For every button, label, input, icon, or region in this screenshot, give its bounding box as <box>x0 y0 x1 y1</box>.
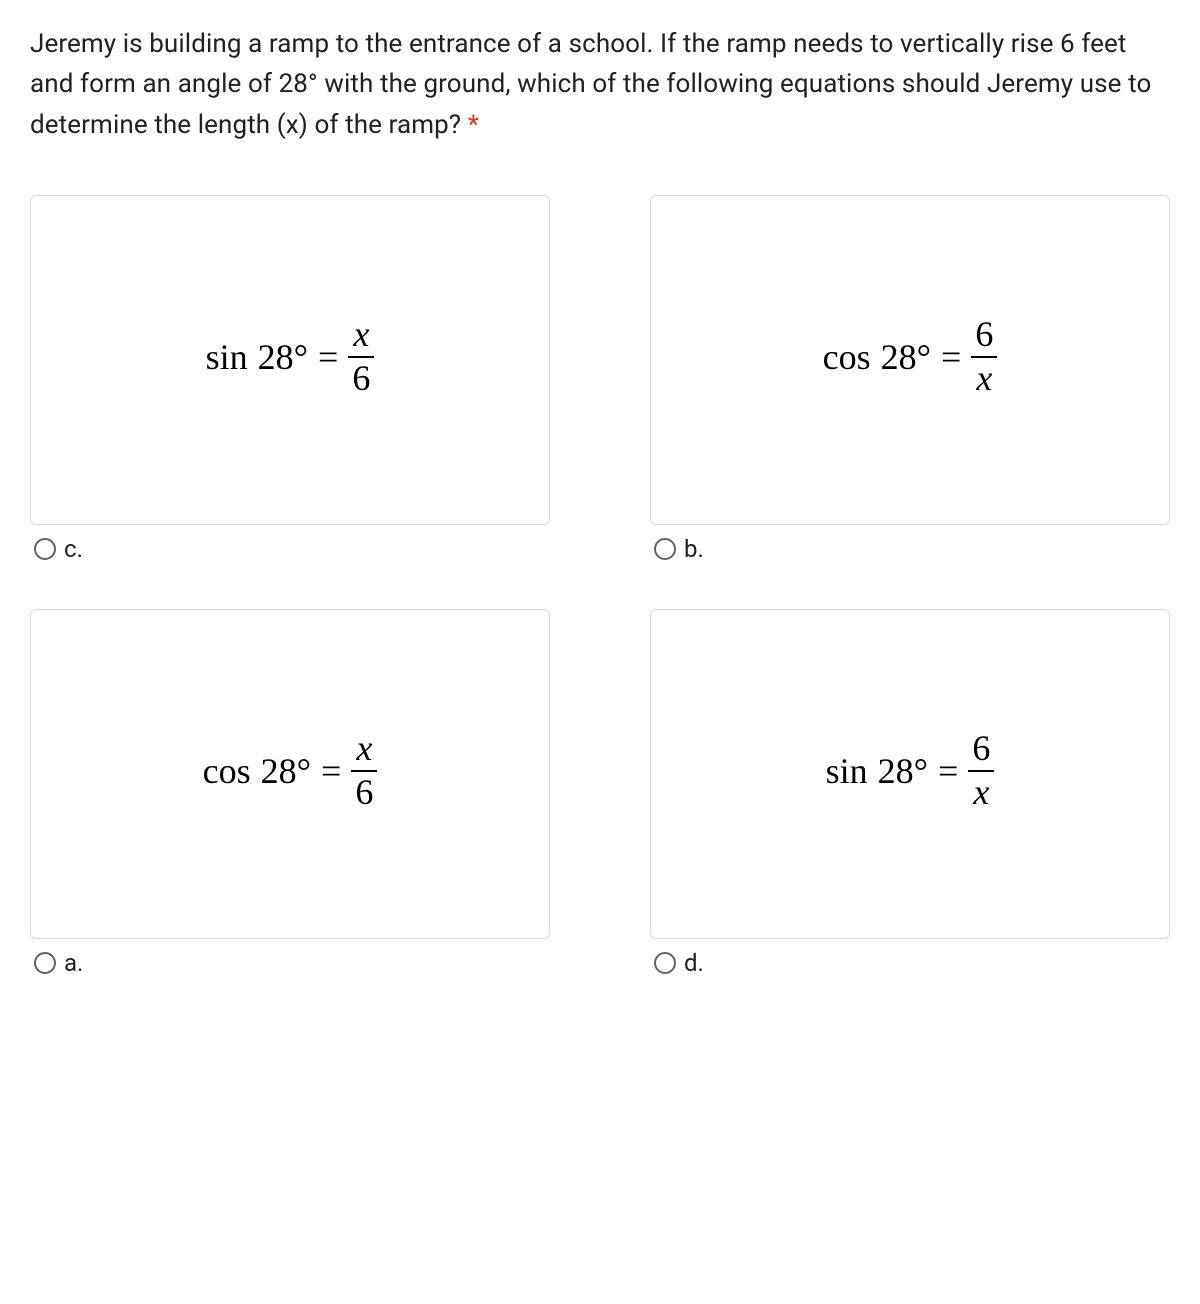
equation: sin 28° = x 6 <box>206 316 375 398</box>
option-cell-b: cos 28° = 6 x b. <box>650 195 1170 591</box>
eq-numerator: x <box>352 730 376 768</box>
eq-equals: = <box>318 336 338 378</box>
option-label-row[interactable]: d. <box>650 939 1170 1005</box>
eq-equals: = <box>938 750 958 792</box>
eq-denominator: x <box>969 774 993 812</box>
eq-denominator: 6 <box>348 360 374 398</box>
option-card[interactable]: cos 28° = 6 x <box>650 195 1170 525</box>
option-cell-c: sin 28° = x 6 c. <box>30 195 550 591</box>
eq-equals: = <box>321 750 341 792</box>
option-cell-d: sin 28° = 6 x d. <box>650 609 1170 1005</box>
eq-fraction: 6 x <box>968 730 994 812</box>
eq-angle: 28° <box>258 336 308 378</box>
eq-denominator: 6 <box>351 774 377 812</box>
option-card[interactable]: sin 28° = 6 x <box>650 609 1170 939</box>
required-marker: * <box>468 110 479 140</box>
equation: cos 28° = 6 x <box>823 316 998 398</box>
eq-func: cos <box>203 750 251 792</box>
eq-numerator: 6 <box>968 730 994 768</box>
eq-func: cos <box>823 336 871 378</box>
radio-icon[interactable] <box>34 952 56 974</box>
radio-icon[interactable] <box>654 538 676 560</box>
options-grid: sin 28° = x 6 c. cos 28° = 6 <box>30 195 1170 1005</box>
question-body: Jeremy is building a ramp to the entranc… <box>30 29 1151 140</box>
option-label: a. <box>64 949 83 977</box>
option-card[interactable]: sin 28° = x 6 <box>30 195 550 525</box>
eq-fraction: x 6 <box>348 316 374 398</box>
eq-angle: 28° <box>878 750 928 792</box>
question-text: Jeremy is building a ramp to the entranc… <box>30 24 1170 145</box>
eq-angle: 28° <box>261 750 311 792</box>
option-label: c. <box>64 535 83 563</box>
radio-icon[interactable] <box>654 952 676 974</box>
eq-numerator: 6 <box>971 316 997 354</box>
eq-numerator: x <box>349 316 373 354</box>
option-cell-a: cos 28° = x 6 a. <box>30 609 550 1005</box>
equation: sin 28° = 6 x <box>826 730 995 812</box>
eq-angle: 28° <box>881 336 931 378</box>
eq-equals: = <box>941 336 961 378</box>
equation: cos 28° = x 6 <box>203 730 378 812</box>
eq-func: sin <box>206 336 248 378</box>
eq-fraction: x 6 <box>351 730 377 812</box>
eq-fraction: 6 x <box>971 316 997 398</box>
eq-denominator: x <box>972 360 996 398</box>
option-card[interactable]: cos 28° = x 6 <box>30 609 550 939</box>
option-label: d. <box>684 949 704 977</box>
radio-icon[interactable] <box>34 538 56 560</box>
option-label: b. <box>684 535 704 563</box>
eq-func: sin <box>826 750 868 792</box>
option-label-row[interactable]: c. <box>30 525 550 591</box>
option-label-row[interactable]: b. <box>650 525 1170 591</box>
option-label-row[interactable]: a. <box>30 939 550 1005</box>
